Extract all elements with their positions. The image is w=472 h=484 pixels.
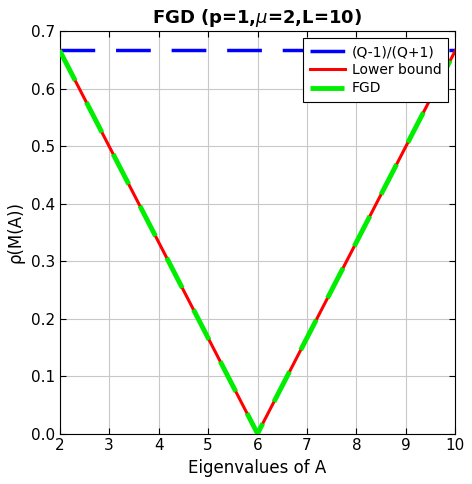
Line: Lower bound: Lower bound <box>59 50 455 433</box>
Lower bound <box>366 215 371 221</box>
Lower bound <box>373 202 379 208</box>
Line: FGD: FGD <box>59 50 455 433</box>
X-axis label: Eigenvalues of A: Eigenvalues of A <box>188 459 327 477</box>
Lower bound <box>97 126 103 132</box>
FGD <box>366 215 371 221</box>
Lower bound <box>217 358 222 363</box>
Y-axis label: ρ(M(A)): ρ(M(A)) <box>7 201 25 263</box>
Lower bound <box>255 430 261 436</box>
FGD <box>453 47 458 53</box>
FGD <box>329 287 335 293</box>
FGD <box>231 385 237 391</box>
Lower bound <box>453 47 458 53</box>
Lower bound <box>231 385 237 391</box>
FGD <box>57 47 62 53</box>
Lower bound <box>57 47 62 53</box>
(Q-1)/(Q+1) <box>7 47 13 53</box>
FGD <box>373 202 379 208</box>
FGD <box>97 126 103 132</box>
Title: FGD (p=1,$\mu$=2,L=10): FGD (p=1,$\mu$=2,L=10) <box>152 7 362 29</box>
FGD <box>217 358 222 363</box>
Lower bound <box>329 287 335 293</box>
Legend: (Q-1)/(Q+1), Lower bound, FGD: (Q-1)/(Q+1), Lower bound, FGD <box>303 38 448 103</box>
FGD <box>255 430 261 436</box>
